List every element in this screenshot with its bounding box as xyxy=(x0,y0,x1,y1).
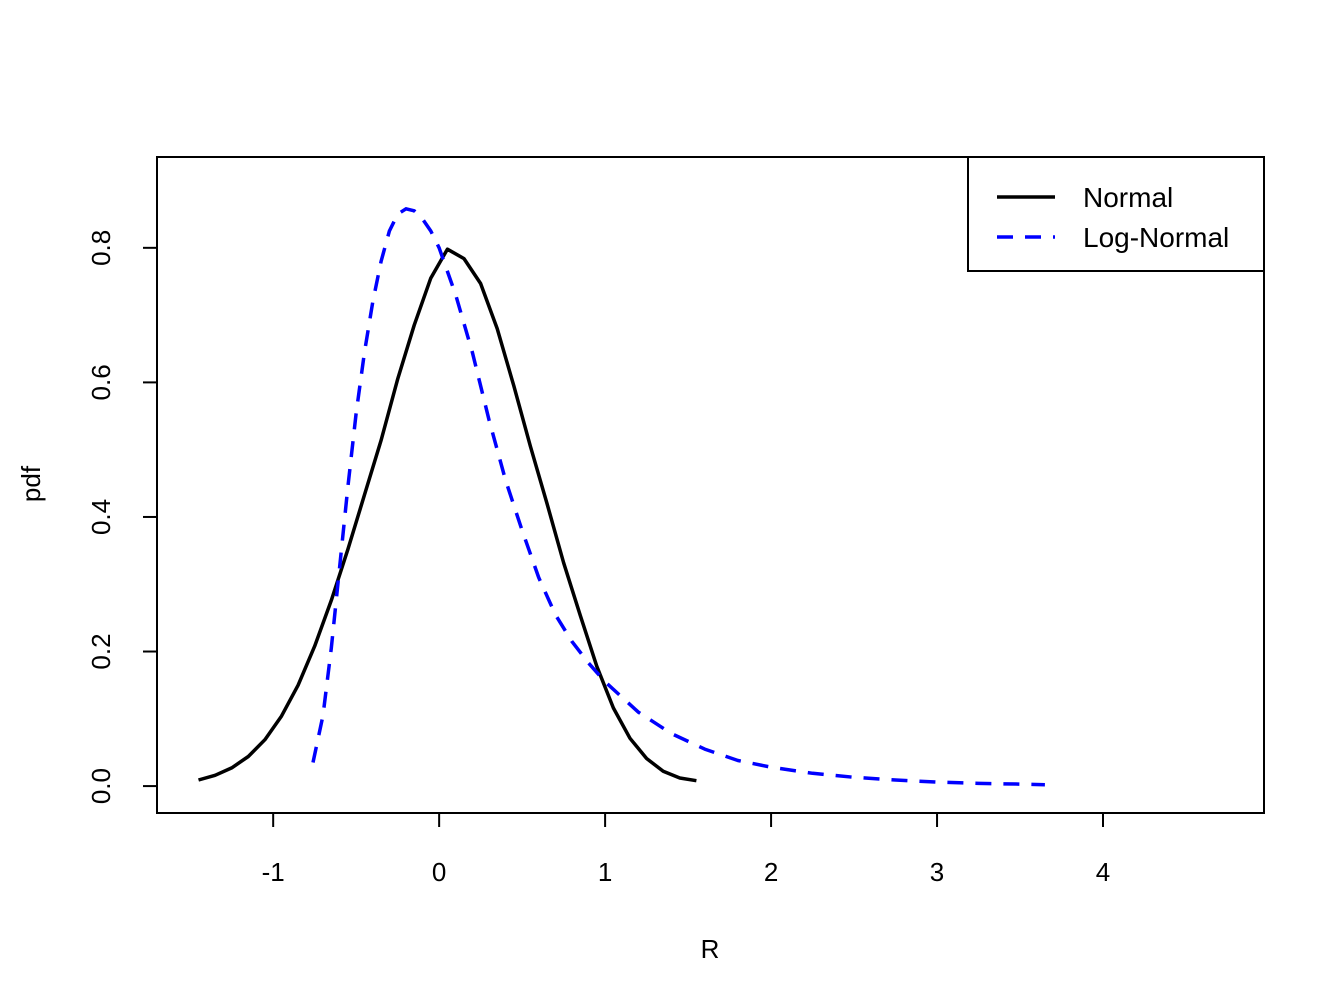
y-tick-label: 0.6 xyxy=(86,364,116,400)
legend: Normal Log-Normal xyxy=(967,156,1265,272)
series-layer xyxy=(198,207,1045,787)
legend-box xyxy=(967,156,1265,272)
y-tick-label: 0.4 xyxy=(86,499,116,535)
series-line-log-normal xyxy=(311,207,1045,787)
y-tick-label: 0.2 xyxy=(86,633,116,669)
y-tick-label: 0.0 xyxy=(86,768,116,804)
x-axis-label: R xyxy=(701,934,720,964)
y-axis-label: pdf xyxy=(16,465,46,502)
x-axis: -1 0 1 2 3 4 xyxy=(262,812,1110,887)
x-tick-label: 2 xyxy=(764,857,778,887)
legend-label-log-normal: Log-Normal xyxy=(1083,222,1229,253)
x-tick-label: 3 xyxy=(930,857,944,887)
series-line-normal xyxy=(198,247,697,783)
x-tick-label: -1 xyxy=(262,857,285,887)
x-tick-label: 1 xyxy=(598,857,612,887)
y-tick-label: 0.8 xyxy=(86,230,116,266)
legend-label-normal: Normal xyxy=(1083,182,1173,213)
x-tick-label: 4 xyxy=(1096,857,1110,887)
y-axis: 0.0 0.2 0.4 0.6 0.8 xyxy=(86,230,158,804)
x-tick-label: 0 xyxy=(432,857,446,887)
